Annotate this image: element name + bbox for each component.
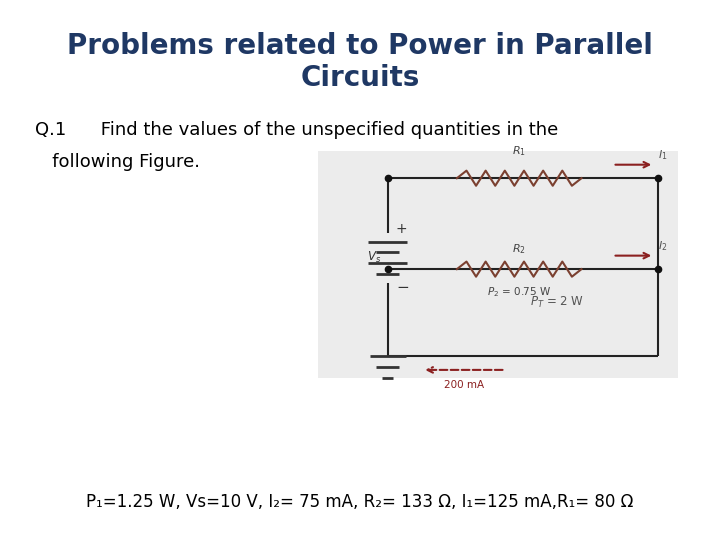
Text: +: + [396,221,408,235]
Text: 200 mA: 200 mA [444,380,484,390]
Text: P₁=1.25 W, Vs=10 V, I₂= 75 mA, R₂= 133 Ω, I₁=125 mA,R₁= 80 Ω: P₁=1.25 W, Vs=10 V, I₂= 75 mA, R₂= 133 Ω… [86,493,634,511]
Text: $P_2$ = 0.75 W: $P_2$ = 0.75 W [487,285,552,299]
Text: $P_T$ = 2 W: $P_T$ = 2 W [530,294,585,309]
Text: $V_s$: $V_s$ [366,250,381,265]
Text: $I_2$: $I_2$ [657,239,667,253]
Bar [318,151,678,378]
Text: Q.1      Find the values of the unspecified quantities in the: Q.1 Find the values of the unspecified q… [35,120,558,139]
Text: following Figure.: following Figure. [35,153,199,171]
Text: Circuits: Circuits [300,64,420,92]
Text: Problems related to Power in Parallel: Problems related to Power in Parallel [67,32,653,60]
Text: $R_2$: $R_2$ [512,242,526,255]
Text: −: − [396,280,409,294]
Text: $R_1$: $R_1$ [512,144,526,158]
Text: $I_1$: $I_1$ [657,148,667,162]
